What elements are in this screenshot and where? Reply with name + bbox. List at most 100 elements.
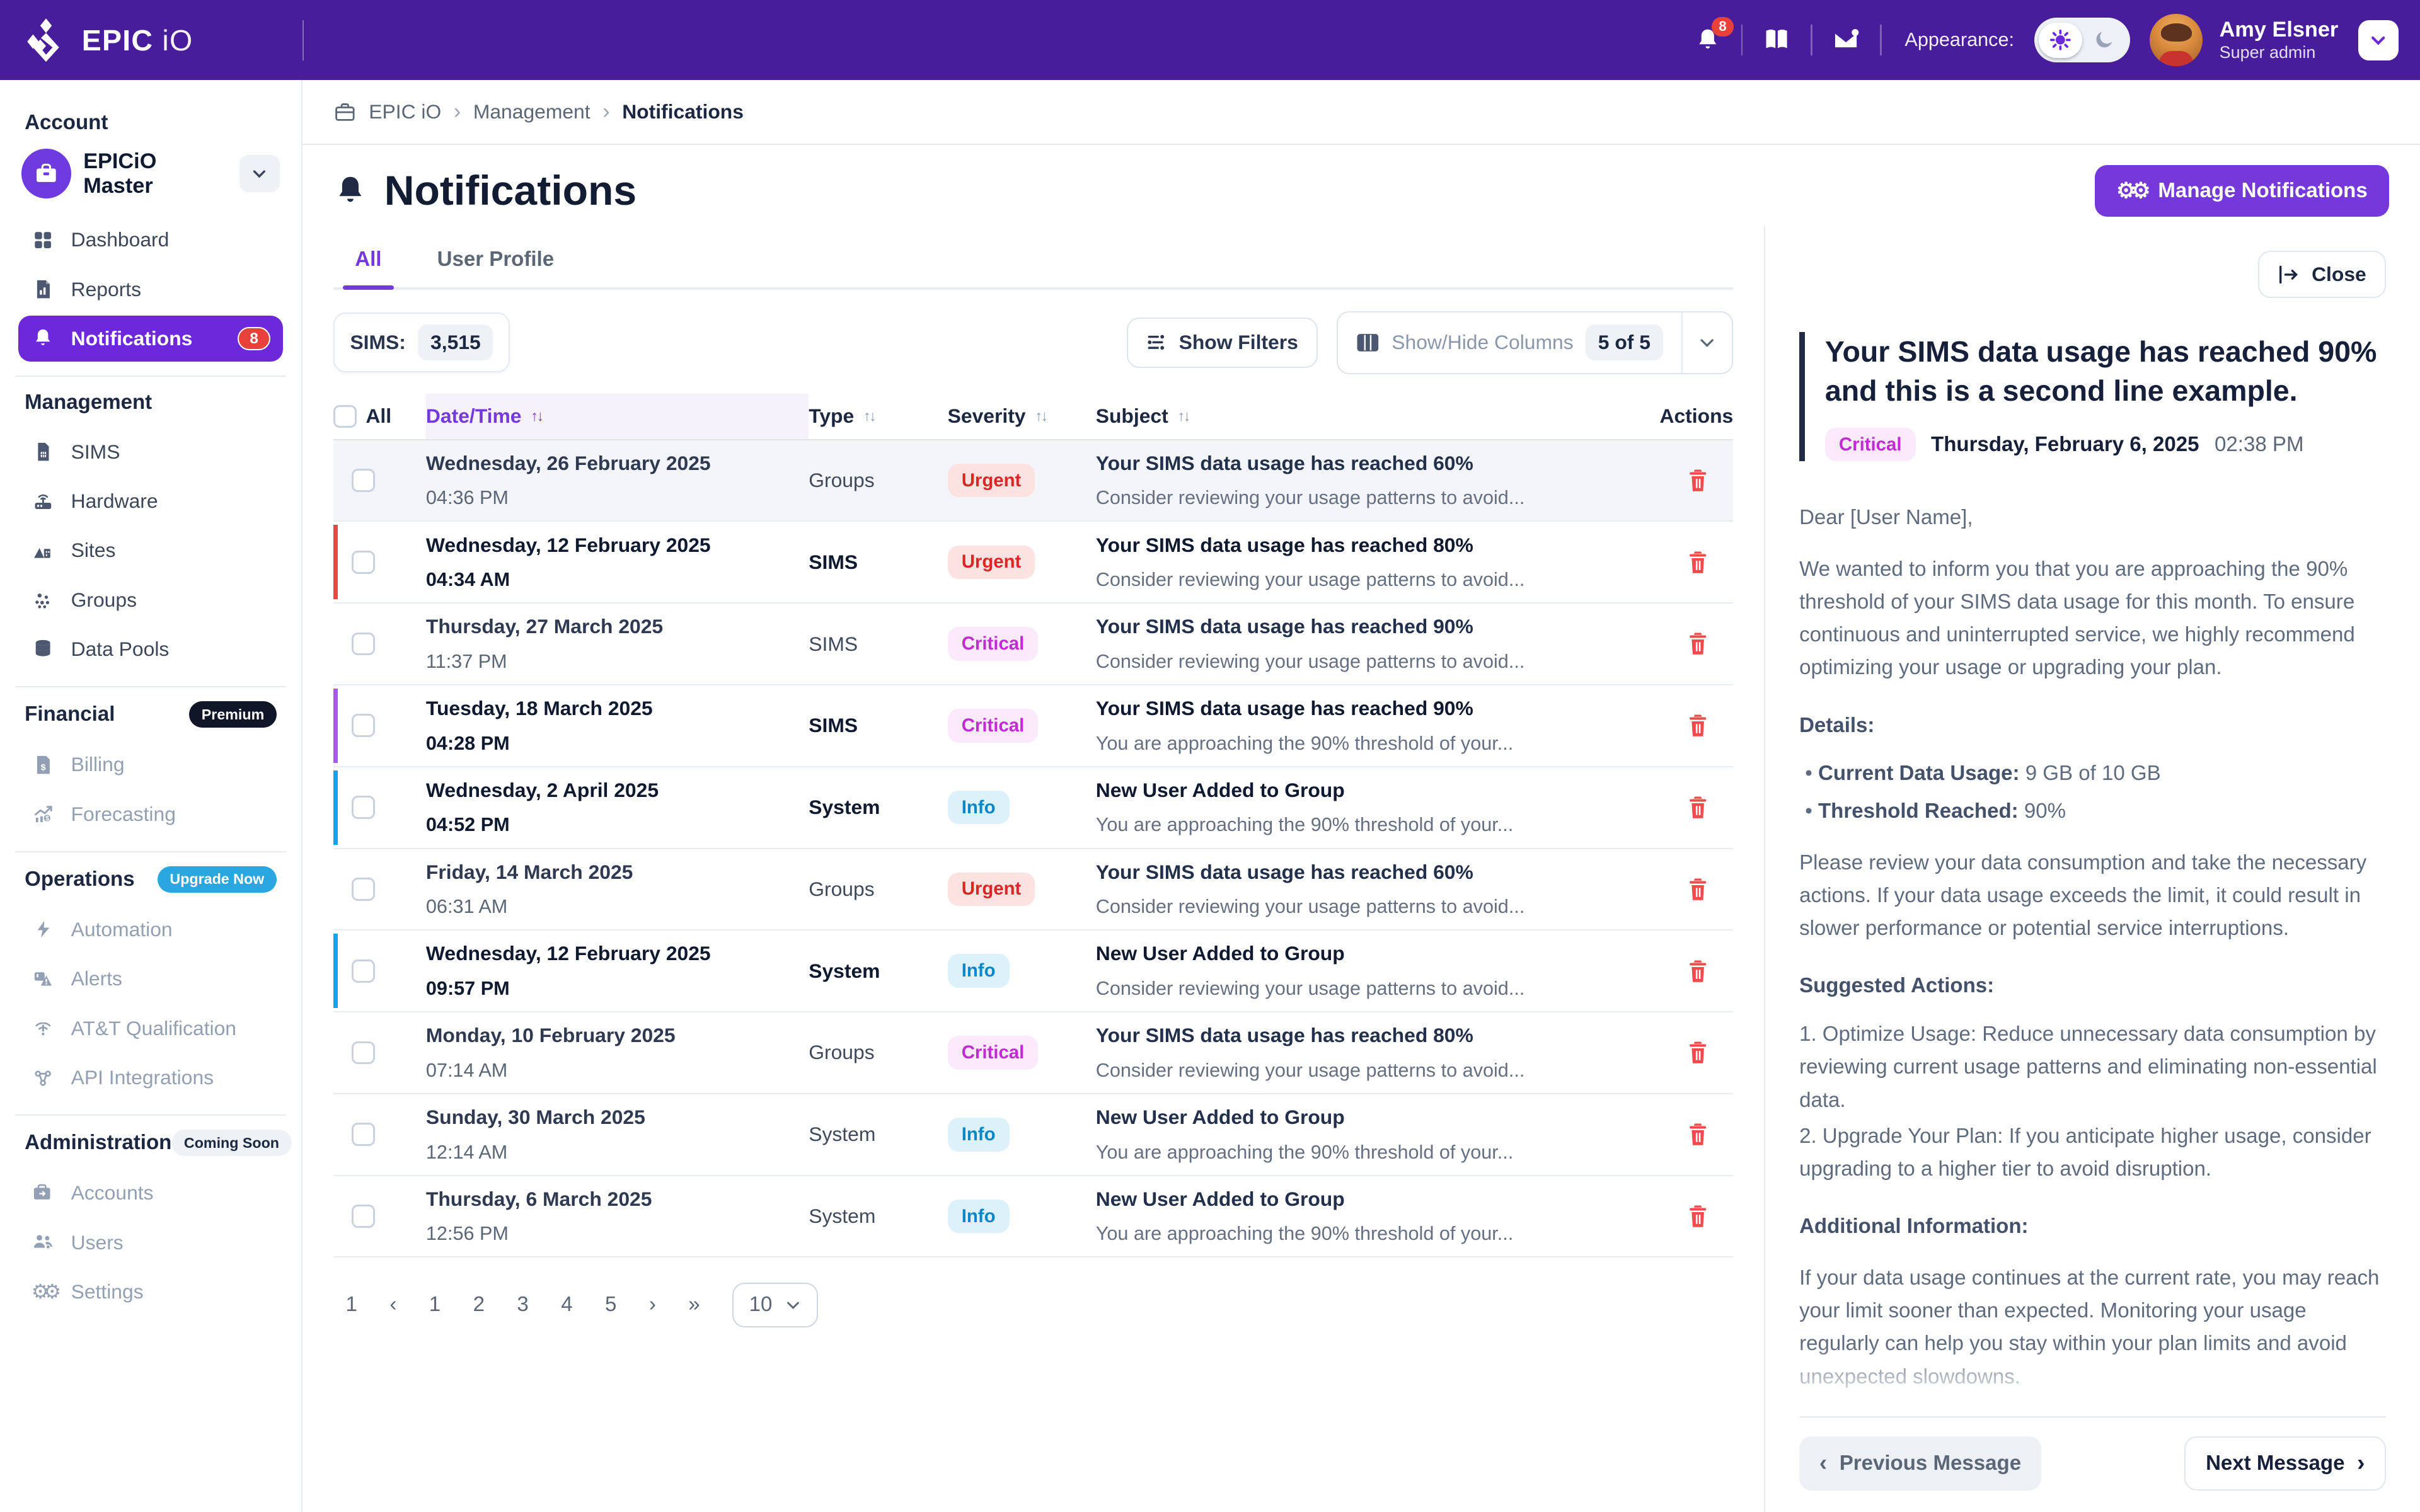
row-checkbox[interactable] xyxy=(352,714,376,738)
close-panel-button[interactable]: Close xyxy=(2257,250,2387,299)
row-checkbox[interactable] xyxy=(352,1123,376,1147)
delete-button[interactable] xyxy=(1640,550,1733,575)
delete-button[interactable] xyxy=(1640,1204,1733,1228)
row-checkbox[interactable] xyxy=(352,550,376,574)
sidebar-heading-management: Management xyxy=(25,391,153,415)
previous-message-button[interactable]: ‹ Previous Message xyxy=(1799,1436,2041,1491)
column-header-type[interactable]: Type ↑↓ xyxy=(809,404,877,428)
table-row[interactable]: Thursday, 27 March 2025 11:37 PM SIMS Cri… xyxy=(333,604,1734,685)
last-page-chevron-icon[interactable]: » xyxy=(688,1293,700,1317)
light-mode-sun-icon[interactable] xyxy=(2039,22,2082,58)
row-checkbox[interactable] xyxy=(352,796,376,819)
delete-button[interactable] xyxy=(1640,959,1733,983)
sidebar-item-automation[interactable]: Automation xyxy=(18,907,282,953)
notifications-count-badge: 8 xyxy=(238,327,271,350)
sidebar-item-api-integrations[interactable]: API Integrations xyxy=(18,1055,282,1101)
delete-button[interactable] xyxy=(1640,1122,1733,1147)
dark-mode-moon-icon[interactable] xyxy=(2082,23,2126,58)
table-row[interactable]: Thursday, 6 March 2025 12:56 PM System In… xyxy=(333,1176,1734,1258)
row-checkbox[interactable] xyxy=(352,959,376,983)
page-2[interactable]: 2 xyxy=(473,1293,485,1317)
column-header-severity[interactable]: Severity ↑↓ xyxy=(947,404,1049,428)
select-all-checkbox[interactable] xyxy=(333,404,357,428)
sidebar-item-settings[interactable]: ⚙⚙ Settings xyxy=(31,1280,144,1303)
row-checkbox[interactable] xyxy=(352,1205,376,1228)
prev-page-chevron-icon[interactable]: ‹ xyxy=(389,1293,397,1317)
sidebar-item-billing[interactable]: $ Billing xyxy=(18,742,282,788)
breadcrumb-section[interactable]: Management xyxy=(473,100,591,123)
page-1[interactable]: 1 xyxy=(429,1293,441,1317)
delete-button[interactable] xyxy=(1640,1040,1733,1065)
table-row[interactable]: Wednesday, 12 February 2025 04:34 AM SIMS… xyxy=(333,522,1734,604)
table-row[interactable]: Wednesday, 26 February 2025 04:36 PM Grou… xyxy=(333,440,1734,522)
sidebar-item-reports[interactable]: Reports xyxy=(18,266,282,312)
table-row[interactable]: Tuesday, 18 March 2025 04:28 PM SIMS Crit… xyxy=(333,685,1734,767)
coming-soon-badge: Coming Soon xyxy=(171,1130,292,1156)
show-hide-columns-control[interactable]: Show/Hide Columns 5 of 5 xyxy=(1336,311,1734,374)
sidebar-item-dashboard[interactable]: Dashboard xyxy=(18,217,282,263)
column-header-subject[interactable]: Subject ↑↓ xyxy=(1095,404,1191,428)
show-filters-button[interactable]: Show Filters xyxy=(1126,317,1318,368)
table-row[interactable]: Monday, 10 February 2025 07:14 AM Groups … xyxy=(333,1012,1734,1094)
upgrade-now-badge[interactable]: Upgrade Now xyxy=(157,866,277,893)
sidebar-item-accounts[interactable]: Accounts xyxy=(18,1170,282,1216)
page-4[interactable]: 4 xyxy=(561,1293,573,1317)
briefcase-icon xyxy=(21,149,71,198)
account-chevron-icon[interactable] xyxy=(239,155,280,192)
table-row[interactable]: Friday, 14 March 2025 06:31 AM Groups Urg… xyxy=(333,849,1734,931)
sort-icon: ↑↓ xyxy=(1035,408,1048,425)
table-row[interactable]: Wednesday, 12 February 2025 09:57 PM Syst… xyxy=(333,931,1734,1013)
account-switcher[interactable]: EPICiO Master xyxy=(21,149,280,198)
sidebar-item-data-pools[interactable]: Data Pools xyxy=(18,626,282,672)
salutation: Dear [User Name], xyxy=(1799,505,1973,529)
sidebar-item-sites[interactable]: Sites xyxy=(18,527,282,573)
sidebar-item-att-qualification[interactable]: AT&T Qualification xyxy=(18,1005,282,1051)
account-name: EPICiO Master xyxy=(83,149,157,198)
chevron-left-icon: ‹ xyxy=(1819,1450,1828,1476)
column-header-datetime[interactable]: Date/Time ↑↓ xyxy=(425,394,809,439)
row-checkbox[interactable] xyxy=(352,469,376,492)
row-checkbox[interactable] xyxy=(352,1041,376,1065)
notifications-bell-icon[interactable]: 8 xyxy=(1695,16,1734,54)
row-checkbox[interactable] xyxy=(352,632,376,656)
sidebar-item-groups[interactable]: Groups xyxy=(18,576,282,622)
sidebar-item-alerts[interactable]: Alerts xyxy=(18,956,282,1002)
appearance-toggle[interactable] xyxy=(2034,18,2130,63)
delete-button[interactable] xyxy=(1640,713,1733,738)
users-icon xyxy=(31,1232,55,1252)
row-checkbox[interactable] xyxy=(352,878,376,901)
sims-count-chip: SIMS: 3,515 xyxy=(333,312,510,373)
notifications-table: All Date/Time ↑↓ Type ↑↓ Severity ↑↓ xyxy=(333,394,1734,1258)
severity-badge: Urgent xyxy=(947,545,1035,580)
delete-button[interactable] xyxy=(1640,877,1733,902)
sidebar-item-hardware[interactable]: Hardware xyxy=(18,478,282,524)
docs-book-icon[interactable] xyxy=(1763,28,1790,52)
sidebar-item-forecasting[interactable]: $ Forecasting xyxy=(18,791,282,837)
next-message-button[interactable]: Next Message › xyxy=(2184,1436,2387,1491)
user-menu-chevron-icon[interactable] xyxy=(2358,20,2399,60)
mail-icon[interactable] xyxy=(1832,28,1860,52)
page-size-select[interactable]: 10 xyxy=(732,1282,819,1327)
page-current[interactable]: 1 xyxy=(345,1293,357,1317)
next-page-chevron-icon[interactable]: › xyxy=(648,1293,656,1317)
tab-user-profile[interactable]: User Profile xyxy=(437,248,555,272)
table-row[interactable]: Sunday, 30 March 2025 12:14 AM System Inf… xyxy=(333,1094,1734,1176)
user-info: Amy Elsner Super admin xyxy=(2220,18,2339,62)
sidebar-item-notifications[interactable]: Notifications 8 xyxy=(18,315,283,362)
page-5[interactable]: 5 xyxy=(605,1293,617,1317)
delete-button[interactable] xyxy=(1640,631,1733,656)
page-3[interactable]: 3 xyxy=(517,1293,529,1317)
manage-notifications-button[interactable]: ⚙⚙ Manage Notifications xyxy=(2094,165,2390,217)
sidebar-item-users[interactable]: Users xyxy=(18,1219,282,1265)
table-row[interactable]: Wednesday, 2 April 2025 04:52 PM System I… xyxy=(333,767,1734,849)
forecast-chart-icon: $ xyxy=(31,803,55,825)
columns-chevron-icon[interactable] xyxy=(1681,312,1732,373)
severity-badge: Critical xyxy=(947,709,1039,743)
delete-button[interactable] xyxy=(1640,468,1733,493)
breadcrumb-root[interactable]: EPIC iO xyxy=(369,100,442,123)
avatar[interactable] xyxy=(2150,14,2203,67)
sidebar-item-sims[interactable]: SIMS xyxy=(18,428,282,474)
tab-all[interactable]: All xyxy=(342,235,395,290)
delete-button[interactable] xyxy=(1640,795,1733,820)
